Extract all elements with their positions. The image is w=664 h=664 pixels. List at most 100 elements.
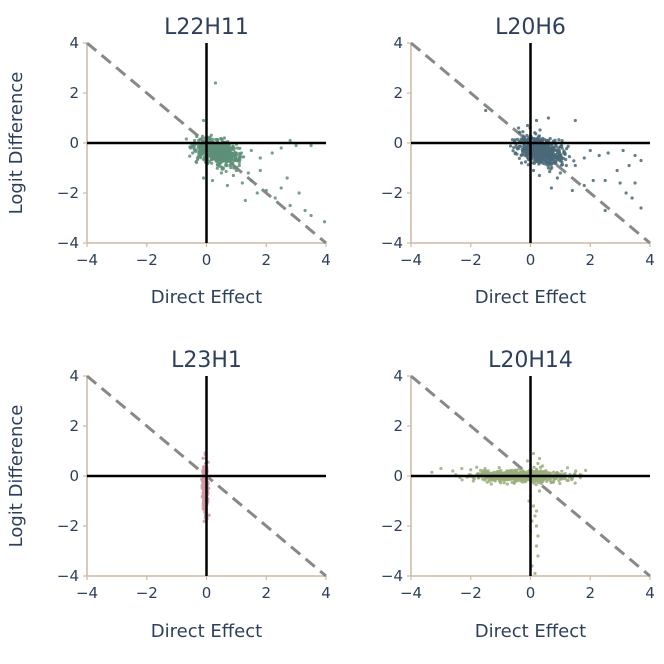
scatter-point bbox=[501, 478, 505, 482]
panel-l22h11: L22H11 Direct Effect Logit Difference −4… bbox=[6, 15, 331, 308]
scatter-point bbox=[237, 163, 241, 168]
scatter-point bbox=[233, 158, 237, 162]
scatter-point bbox=[212, 157, 216, 161]
scatter-point bbox=[513, 151, 518, 155]
scatter-point bbox=[224, 169, 228, 173]
scatter-point bbox=[591, 178, 595, 183]
scatter-point bbox=[537, 149, 541, 154]
scatter-point bbox=[497, 479, 501, 483]
scatter-point bbox=[505, 482, 509, 486]
scatter-point bbox=[533, 137, 538, 141]
scatter-point bbox=[565, 147, 569, 151]
x-axis-label: Direct Effect bbox=[475, 621, 586, 642]
panel-l23h1: L23H1 Direct Effect Logit Difference −4−… bbox=[6, 348, 331, 642]
scatter-point bbox=[213, 151, 218, 155]
scatter-point bbox=[549, 186, 554, 190]
scatter-point bbox=[572, 159, 576, 163]
y-tick-label: 2 bbox=[69, 84, 79, 102]
scatter-point bbox=[207, 137, 211, 141]
x-axis-label: Direct Effect bbox=[151, 287, 262, 308]
x-tick-label: −2 bbox=[460, 251, 482, 269]
scatter-point bbox=[517, 156, 521, 160]
scatter-point bbox=[439, 466, 443, 471]
scatter-point bbox=[543, 149, 547, 154]
scatter-point bbox=[508, 144, 513, 148]
scatter-point bbox=[531, 451, 536, 456]
scatter-point bbox=[475, 465, 479, 469]
scatter-point bbox=[516, 476, 521, 480]
scatter-point bbox=[630, 196, 634, 200]
scatter-point bbox=[534, 132, 538, 136]
x-tick-label: −4 bbox=[76, 251, 98, 269]
panel-title: L20H14 bbox=[488, 348, 573, 373]
scatter-point bbox=[209, 133, 213, 137]
scatter-point bbox=[210, 144, 215, 148]
scatter-point bbox=[208, 154, 212, 158]
y-tick-label: −4 bbox=[57, 234, 79, 252]
scatter-point bbox=[549, 163, 553, 167]
scatter-point bbox=[238, 146, 242, 150]
scatter-point bbox=[489, 482, 493, 486]
scatter-point bbox=[536, 461, 540, 466]
scatter-point bbox=[219, 137, 223, 141]
scatter-point bbox=[537, 456, 542, 461]
y-tick-label: 0 bbox=[393, 467, 403, 485]
scatter-point bbox=[540, 161, 545, 165]
x-tick-label: 0 bbox=[202, 584, 212, 602]
scatter-point bbox=[515, 147, 520, 151]
scatter-point bbox=[627, 163, 631, 168]
scatter-point bbox=[538, 128, 542, 132]
scatter-point bbox=[258, 156, 262, 160]
scatter-point bbox=[562, 477, 566, 481]
panel-l20h6: L20H6 Direct Effect −4 −2 0 2 4 −4 −2 0 2 4 bbox=[381, 15, 655, 308]
scatter-point bbox=[538, 160, 542, 165]
scatter-point bbox=[531, 470, 535, 474]
scatter-point bbox=[285, 176, 289, 180]
scatter-point bbox=[249, 148, 253, 153]
scatter-point bbox=[201, 151, 206, 155]
scatter-point bbox=[555, 176, 559, 180]
scatter-point bbox=[525, 123, 530, 128]
scatter-point bbox=[639, 206, 643, 210]
scatter-point bbox=[225, 183, 230, 188]
scatter-point bbox=[633, 153, 637, 158]
scatter-point bbox=[526, 146, 530, 150]
scatter-point bbox=[520, 149, 525, 153]
scatter-point bbox=[216, 147, 220, 151]
scatter-point bbox=[535, 479, 540, 483]
x-axis-label: Direct Effect bbox=[475, 287, 586, 308]
scatter-point bbox=[582, 183, 586, 188]
scatter-point bbox=[210, 161, 214, 165]
scatter-point bbox=[566, 144, 570, 148]
scatter-point bbox=[558, 481, 562, 486]
x-tick-label: −2 bbox=[136, 251, 158, 269]
scatter-point bbox=[537, 489, 542, 493]
scatter-point bbox=[564, 163, 568, 168]
scatter-point bbox=[512, 470, 516, 474]
scatter-point bbox=[228, 163, 232, 168]
scatter-point bbox=[545, 160, 549, 164]
scatter-point bbox=[560, 160, 564, 164]
x-tick-label: 2 bbox=[585, 584, 595, 602]
scatter-point bbox=[226, 151, 231, 155]
x-tick-label: 0 bbox=[526, 584, 536, 602]
y-tick-label: −2 bbox=[57, 517, 79, 535]
scatter-point bbox=[213, 144, 217, 148]
x-tick-label: 4 bbox=[645, 251, 655, 269]
scatter-point bbox=[560, 163, 565, 167]
scatter-point bbox=[195, 156, 200, 160]
scatter-point bbox=[478, 468, 483, 472]
scatter-point bbox=[615, 168, 619, 173]
x-axis-label: Direct Effect bbox=[151, 621, 262, 642]
scatter-point bbox=[533, 145, 538, 149]
scatter-point bbox=[537, 173, 542, 178]
scatter-point bbox=[515, 137, 520, 142]
scatter-point bbox=[279, 186, 283, 190]
scatter-point bbox=[565, 466, 570, 470]
scatter-point bbox=[545, 479, 549, 484]
panel-l20h14: L20H14 Direct Effect −4 −2 0 2 4 −4 −2 0 2 4 bbox=[381, 348, 655, 642]
scatter-point bbox=[309, 213, 313, 218]
scatter-point bbox=[231, 173, 235, 178]
scatter-point bbox=[297, 191, 301, 195]
